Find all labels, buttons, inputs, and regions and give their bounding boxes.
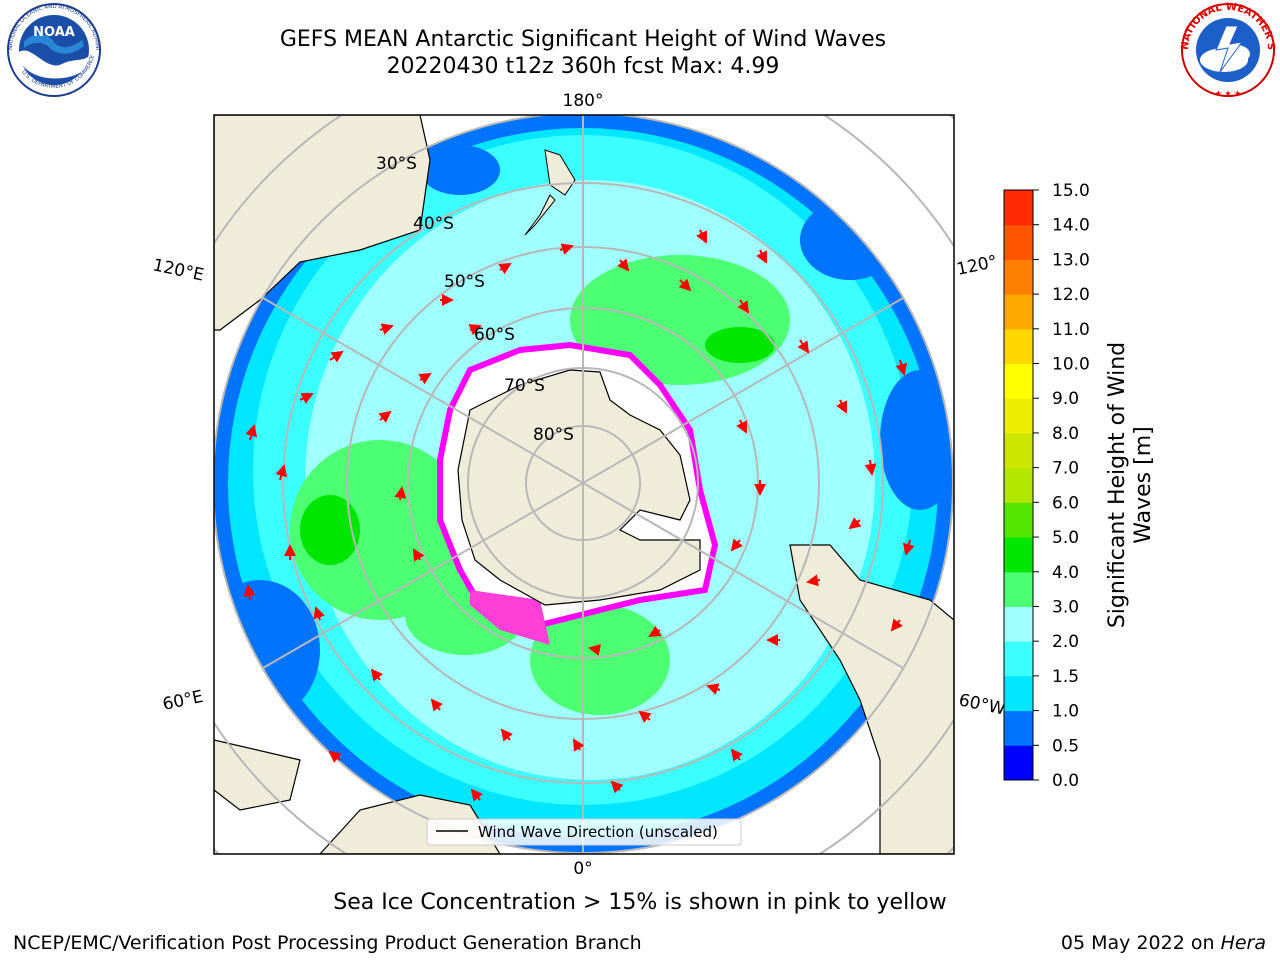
lon-label-bottom: 0°	[573, 859, 592, 879]
noaa-logo-icon: NOAA NATIONAL OCEANIC AND ATMOSPHERIC AD…	[2, 2, 101, 97]
title-line-1: GEFS MEAN Antarctic Significant Height o…	[279, 27, 887, 52]
colorbar-segment	[1004, 432, 1033, 469]
lon-label-upper-left: 120°E	[151, 255, 206, 285]
colorbar-tick-label: 8.0	[1052, 424, 1079, 444]
colorbar-segment	[1004, 537, 1033, 573]
footer-credit: NCEP/EMC/Verification Post Processing Pr…	[13, 932, 642, 954]
colorbar-segment	[1004, 467, 1033, 503]
colorbar-segment	[1004, 398, 1033, 434]
antarctica	[457, 369, 701, 606]
map-legend: Wind Wave Direction (unscaled)	[426, 818, 742, 846]
colorbar-tick-label: 1.0	[1052, 702, 1079, 722]
lon-label-lower-right: 60°W	[957, 690, 1007, 719]
colorbar-segment	[1004, 675, 1033, 712]
colorbar-tick-label: 5.0	[1052, 528, 1079, 548]
map-frame	[213, 114, 955, 855]
colorbar-tick-label: 7.0	[1052, 459, 1079, 479]
colorbar-frame	[1003, 189, 1034, 781]
colorbar-label-line-2: Waves [m]	[1131, 426, 1156, 543]
lat-label-60s: 60°S	[474, 325, 515, 345]
colorbar-segment	[1004, 606, 1033, 642]
colorbar-segment	[1004, 641, 1033, 677]
colorbar-tick-label: 1.5	[1052, 667, 1079, 687]
title-line-2: 20220430 t12z 360h fcst Max: 4.99	[386, 54, 780, 79]
colorbar-tick-label: 0.0	[1052, 771, 1079, 791]
colorbar-tick-label: 2.0	[1052, 632, 1079, 652]
colorbar-segment	[1004, 502, 1033, 538]
svg-text:NOAA: NOAA	[33, 25, 75, 40]
colorbar-tick-label: 3.0	[1052, 597, 1079, 617]
lat-label-70s: 70°S	[504, 376, 545, 396]
lon-label-upper-right: 120°	[955, 252, 999, 280]
footer-machine: Hera	[1220, 932, 1266, 954]
colorbar-tick-label: 6.0	[1052, 493, 1079, 513]
colorbar-tick-label: 4.0	[1052, 563, 1079, 583]
colorbar-segment	[1004, 294, 1033, 330]
lon-label-top: 180°	[563, 91, 604, 111]
lat-label-40s: 40°S	[413, 214, 454, 234]
colorbar-tick-label: 9.0	[1052, 389, 1079, 409]
colorbar-segment	[1004, 259, 1033, 295]
footer-date: 05 May 2022 on Hera	[1061, 932, 1266, 954]
colorbar-tick-label: 11.0	[1052, 320, 1090, 340]
colorbar: 0.0 0.5 1.0 1.5 2.0 3.0 4.0 5.0 6.0 7.0 8.0 9.0 10.0…	[1003, 181, 1090, 791]
lat-label-30s: 30°S	[376, 154, 417, 174]
colorbar-tick-label: 14.0	[1052, 216, 1090, 236]
colorbar-tick-label: 12.0	[1052, 285, 1090, 305]
colorbar-label-line-1: Significant Height of Wind	[1105, 342, 1130, 628]
colorbar-tick-label: 10.0	[1052, 355, 1090, 375]
colorbar-tick-label: 15.0	[1052, 181, 1090, 201]
lat-label-80s: 80°S	[533, 425, 574, 445]
lon-label-lower-left: 60°E	[161, 687, 205, 715]
colorbar-segment	[1004, 328, 1033, 365]
nws-logo-icon: NATIONAL WEATHER SERVICE ★ ★ ★	[1176, 2, 1276, 98]
lat-label-50s: 50°S	[444, 272, 485, 292]
legend-label: Wind Wave Direction (unscaled)	[478, 823, 718, 841]
sea-ice-note: Sea Ice Concentration > 15% is shown in …	[333, 890, 947, 915]
colorbar-segment	[1004, 710, 1033, 746]
colorbar-tick-label: 0.5	[1052, 736, 1079, 756]
colorbar-tick-label: 13.0	[1052, 250, 1090, 270]
colorbar-segment	[1004, 363, 1033, 399]
wind-wave-arrows	[243, 229, 915, 802]
colorbar-segment	[1004, 224, 1033, 260]
graticule	[214, 115, 954, 854]
colorbar-segment	[1004, 745, 1033, 781]
colorbar-segment	[1004, 571, 1033, 607]
footer-date-text: 05 May 2022 on	[1060, 932, 1221, 954]
svg-text:★ ★ ★: ★ ★ ★	[1215, 89, 1242, 98]
colorbar-segment	[1004, 190, 1033, 226]
